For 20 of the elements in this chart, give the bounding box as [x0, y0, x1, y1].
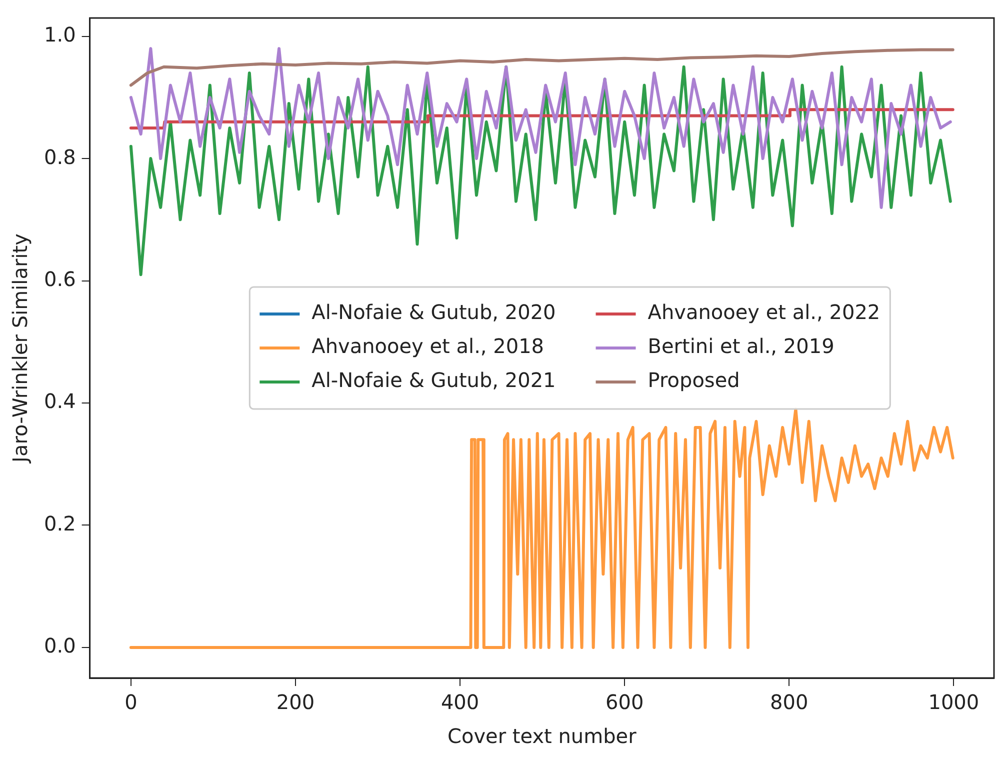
- y-tick-label: 0.4: [44, 389, 76, 414]
- y-tick-label: 0.6: [44, 266, 76, 291]
- y-axis-title: Jaro-Wrinkler Similarity: [8, 233, 32, 464]
- y-tick-label: 0.2: [44, 511, 76, 536]
- y-tick-label: 1.0: [44, 22, 76, 47]
- legend-label: Al-Nofaie & Gutub, 2020: [312, 300, 556, 324]
- x-tick-label: 1000: [928, 690, 980, 714]
- y-tick-label: 0.0: [44, 634, 76, 658]
- legend-label: Ahvanooey et al., 2018: [312, 334, 544, 358]
- legend-label: Ahvanooey et al., 2022: [648, 300, 880, 324]
- x-tick-label: 400: [440, 690, 480, 714]
- legend-label: Bertini et al., 2019: [648, 334, 834, 358]
- y-tick-label: 0.8: [44, 144, 76, 169]
- legend-label: Al-Nofaie & Gutub, 2021: [312, 368, 556, 392]
- x-axis-title: Cover text number: [447, 724, 638, 748]
- legend-label: Proposed: [648, 368, 740, 392]
- x-tick-label: 200: [276, 690, 315, 714]
- x-tick-label: 0: [124, 690, 138, 714]
- x-tick-label: 600: [605, 690, 644, 714]
- x-tick-label: 800: [770, 690, 808, 714]
